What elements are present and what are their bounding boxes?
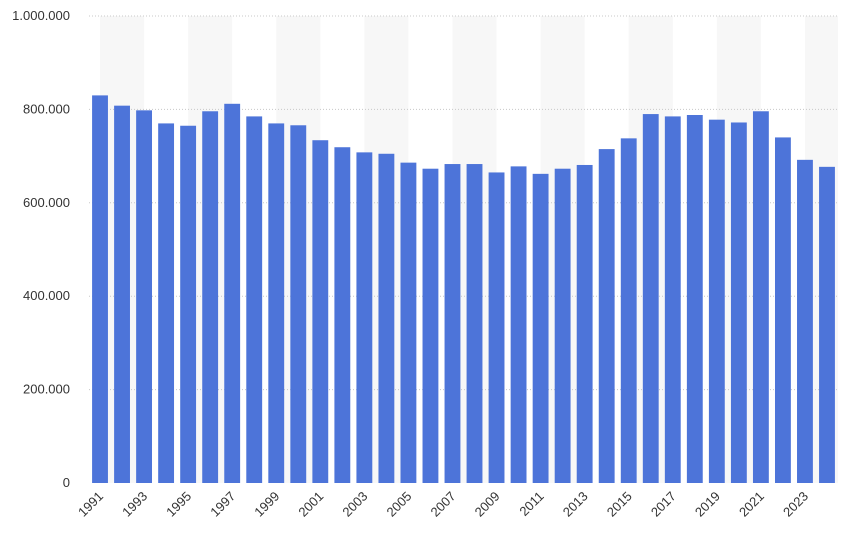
x-tick-label: 1997 [207, 489, 238, 520]
x-tick-label: 2021 [736, 489, 767, 520]
y-axis-tick-labels: 0 200.000 400.000 600.000 800.000 1.000.000 [12, 8, 70, 490]
bar-2018 [686, 115, 703, 483]
bar-2006 [422, 168, 439, 484]
bar-1992 [114, 105, 130, 483]
bar-2005 [400, 162, 417, 483]
x-tick-label: 1991 [75, 489, 106, 520]
x-tick-label: 1993 [119, 489, 150, 520]
bar-2014 [598, 149, 615, 483]
bar-1996 [202, 111, 219, 483]
bar-2022 [774, 137, 791, 484]
bar-2008 [466, 164, 483, 483]
bar-2009 [488, 172, 505, 483]
y-tick-label: 800.000 [23, 101, 70, 116]
bar-2007 [444, 164, 461, 483]
bar-2017 [664, 116, 681, 483]
x-tick-label: 2017 [648, 489, 679, 520]
x-tick-label: 2009 [472, 489, 503, 520]
bar-2012 [554, 168, 571, 484]
bar-1994 [158, 123, 175, 483]
bar-2003 [356, 152, 373, 483]
bar-1998 [246, 116, 263, 483]
y-tick-label: 400.000 [23, 288, 70, 303]
bar-2024 [819, 166, 835, 483]
bar-2021 [752, 111, 769, 483]
bar-2004 [378, 153, 395, 483]
bar-2013 [576, 164, 593, 483]
x-tick-label: 2013 [560, 489, 591, 520]
x-tick-label: 2023 [780, 489, 811, 520]
x-tick-label: 2003 [339, 489, 370, 520]
bar-1995 [180, 125, 197, 484]
y-tick-label: 0 [63, 475, 70, 490]
y-tick-label: 600.000 [23, 195, 70, 210]
y-tick-label: 200.000 [23, 382, 70, 397]
x-tick-label: 2007 [428, 489, 459, 520]
bar-1997 [224, 103, 241, 484]
bars [92, 95, 835, 484]
x-tick-label: 1995 [163, 489, 194, 520]
bar-2023 [797, 159, 813, 483]
bar-1991 [92, 95, 108, 483]
bar-2010 [510, 166, 527, 483]
x-tick-label: 2011 [516, 489, 546, 519]
y-tick-label: 1.000.000 [12, 8, 70, 23]
bar-2002 [334, 147, 351, 484]
bar-1993 [136, 110, 153, 484]
x-tick-label: 2019 [692, 489, 723, 520]
bar-2016 [642, 114, 659, 483]
x-tick-label: 2015 [604, 489, 635, 520]
bar-2019 [708, 119, 725, 483]
x-tick-label: 2001 [295, 489, 326, 520]
bar-2001 [312, 140, 329, 484]
x-tick-label: 2005 [383, 489, 414, 520]
bar-2011 [532, 173, 549, 483]
bar-2020 [730, 122, 747, 483]
x-axis-tick-labels: 1991 1993 1995 1997 1999 2001 2003 2005 2007 2009… [75, 489, 811, 520]
bar-1999 [268, 123, 285, 483]
bar-2015 [620, 138, 637, 483]
x-tick-label: 1999 [251, 489, 282, 520]
bar-2000 [290, 125, 307, 483]
